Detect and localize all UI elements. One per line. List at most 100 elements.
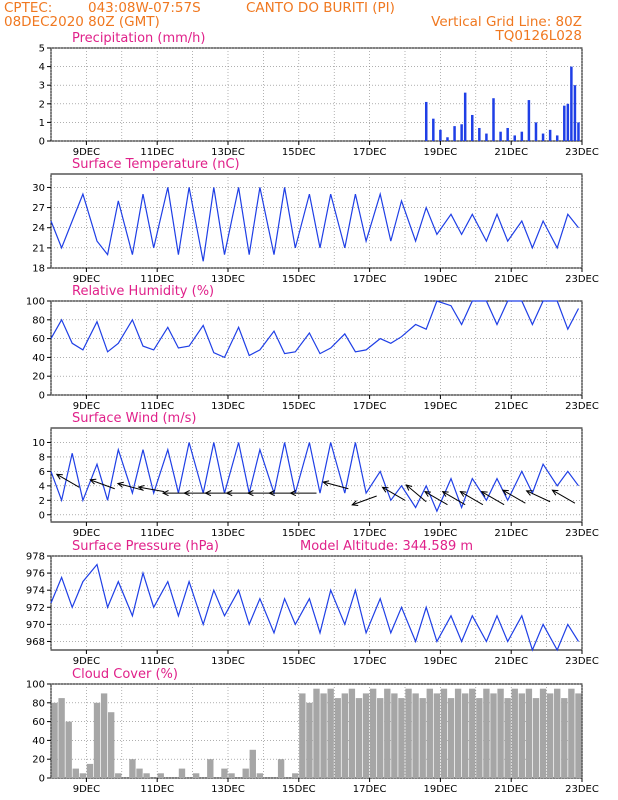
cloud-cover-bar <box>299 693 306 778</box>
cloud-cover-bar <box>391 693 398 778</box>
wind-xtick-label: 15DEC <box>282 528 316 539</box>
pressure-xtick-label: 19DEC <box>424 656 458 667</box>
pressure-ytick-label: 976 <box>26 569 45 580</box>
wind-vector <box>481 491 505 506</box>
wind-xtick-label: 13DEC <box>211 528 245 539</box>
cloud-cover-bar <box>207 759 214 778</box>
precipitation-bar <box>453 126 456 141</box>
cloud-cover-bar <box>476 698 483 778</box>
cloud-cover-ytick-label: 20 <box>32 755 45 766</box>
humidity-ytick-label: 100 <box>26 297 45 308</box>
wind-vector-head <box>55 473 63 480</box>
wind-vector-head <box>89 478 97 485</box>
precipitation-bar <box>566 103 570 141</box>
precipitation-bar <box>460 124 463 141</box>
precipitation-bar <box>463 92 467 141</box>
cloud-cover-bar <box>369 688 377 778</box>
temperature-ytick-label: 30 <box>32 183 45 194</box>
cloud-cover-bar <box>362 693 370 778</box>
wind-xtick-label: 23DEC <box>565 528 599 539</box>
precipitation-title: Precipitation (mm/h) <box>72 31 205 46</box>
wind-xtick-label: 11DEC <box>140 528 174 539</box>
wind-vector-head <box>204 490 212 497</box>
temperature-xtick-label: 19DEC <box>424 274 458 285</box>
cloud-cover-xtick-label: 11DEC <box>140 784 174 795</box>
cloud-cover-bar <box>497 688 504 778</box>
cloud-cover-bar <box>157 773 164 778</box>
precipitation-xtick-label: 17DEC <box>353 147 387 158</box>
cloud-cover-xtick-label: 9DEC <box>73 784 100 795</box>
precipitation-xtick-label: 15DEC <box>282 147 316 158</box>
wind-vector <box>117 482 144 491</box>
cloud-cover-bar <box>405 688 412 778</box>
wind-vector-head <box>551 489 559 496</box>
wind-ytick-label: 2 <box>39 496 45 507</box>
cloud-cover-bar <box>447 698 455 778</box>
cloud-cover-bar <box>483 688 490 778</box>
wind-vector-head <box>137 485 145 492</box>
cloud-cover-bar <box>525 688 533 778</box>
cloud-cover-bar <box>532 698 540 778</box>
humidity-frame <box>50 300 583 396</box>
header-date: 08DEC2020 80Z (GMT) <box>4 14 160 30</box>
precipitation-bar <box>548 129 552 141</box>
cloud-cover-bar <box>504 698 511 778</box>
wind-xtick-label: 19DEC <box>424 528 458 539</box>
wind-vector-head <box>480 491 488 497</box>
pressure-xtick-label: 17DEC <box>353 656 387 667</box>
humidity-xtick-label: 9DEC <box>73 401 100 412</box>
humidity-xtick-label: 11DEC <box>140 401 174 412</box>
cloud-cover-bar <box>568 688 575 778</box>
wind-vector-head <box>405 484 413 491</box>
precipitation-bar <box>527 100 531 141</box>
temperature-xtick-label: 17DEC <box>353 274 387 285</box>
wind-ytick-label: 6 <box>39 467 45 478</box>
humidity-ytick-label: 0 <box>39 391 45 402</box>
cloud-cover-bar <box>546 693 554 778</box>
cloud-cover-title: Cloud Cover (%) <box>72 667 178 682</box>
cloud-cover-ytick-label: 60 <box>32 717 45 728</box>
humidity-xtick-label: 15DEC <box>282 401 316 412</box>
precipitation-ytick-label: 0 <box>39 137 45 148</box>
pressure-xtick-label: 11DEC <box>140 656 174 667</box>
wind-vector-head <box>322 480 330 487</box>
precipitation-bar <box>513 135 516 141</box>
pressure-xtick-label: 23DEC <box>565 656 599 667</box>
wind-vector-head <box>116 481 124 488</box>
cloud-cover-bar <box>377 698 384 778</box>
cloud-cover-bar <box>518 693 526 778</box>
pressure-ytick-label: 972 <box>26 603 45 614</box>
header-code: TQ0126L028 <box>495 28 582 44</box>
wind-vector-head <box>246 490 254 497</box>
precipitation-bar <box>520 131 524 141</box>
precipitation-xtick-label: 23DEC <box>565 147 599 158</box>
cloud-cover-xtick-label: 15DEC <box>282 784 316 795</box>
pressure-frame <box>50 555 583 651</box>
wind-xtick-label: 17DEC <box>353 528 387 539</box>
wind-vector-head <box>161 490 169 497</box>
cloud-cover-bar <box>100 693 108 778</box>
cloud-cover-bar <box>292 773 299 778</box>
cloud-cover-ytick-label: 80 <box>32 698 45 709</box>
wind-ytick-label: 8 <box>39 452 45 463</box>
cloud-cover-bar <box>334 698 341 778</box>
wind-vector <box>442 491 466 506</box>
humidity-xtick-label: 17DEC <box>353 401 387 412</box>
precipitation-bar <box>573 85 577 141</box>
wind-vector-head <box>268 490 275 497</box>
cloud-cover-xtick-label: 13DEC <box>211 784 245 795</box>
cloud-cover-bar <box>58 698 65 778</box>
cloud-cover-bar <box>320 693 327 778</box>
precipitation-xtick-label: 19DEC <box>424 147 458 158</box>
wind-vector <box>526 490 551 503</box>
precipitation-bar <box>506 127 509 141</box>
temperature-ytick-label: 21 <box>32 243 45 254</box>
temperature-xtick-label: 23DEC <box>565 274 599 285</box>
cloud-cover-bar <box>490 693 497 778</box>
cloud-cover-bar <box>554 688 561 778</box>
precipitation-bar <box>485 133 488 141</box>
precipitation-bar <box>534 122 538 141</box>
precipitation-bar <box>471 114 474 141</box>
wind-vector <box>406 484 427 503</box>
